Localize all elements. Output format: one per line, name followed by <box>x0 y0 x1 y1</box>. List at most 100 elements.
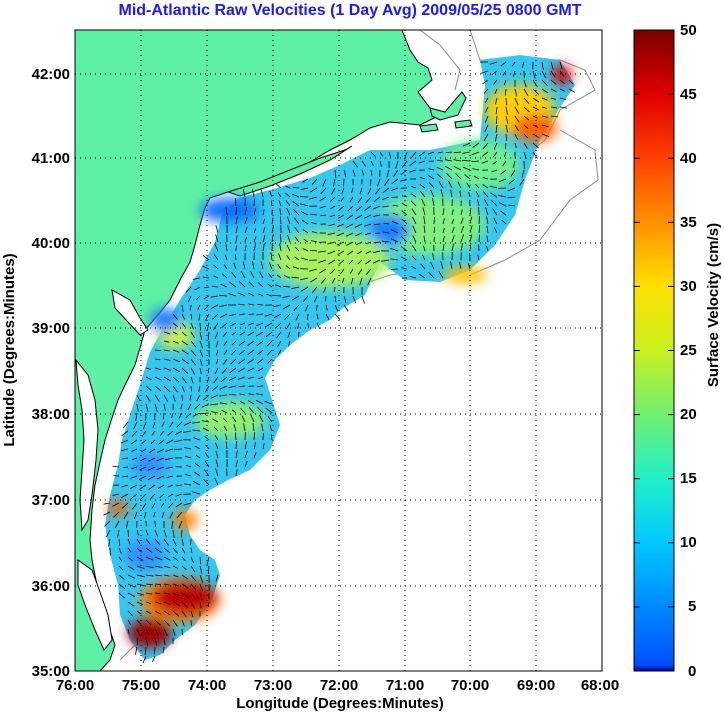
velocity-vector <box>166 439 174 444</box>
velocity-vector <box>278 253 282 261</box>
velocity-vector <box>521 61 525 69</box>
velocity-vector <box>383 222 390 225</box>
velocity-vector <box>252 189 255 198</box>
velocity-vector <box>154 403 158 412</box>
velocity-vector <box>343 295 347 303</box>
velocity-vector <box>400 178 408 182</box>
velocity-vector <box>322 178 327 187</box>
velocity-vector <box>199 583 204 592</box>
velocity-vector <box>282 304 291 310</box>
colorbar-gradient <box>633 29 675 672</box>
velocity-vector <box>334 313 341 320</box>
velocity-vector <box>374 187 381 195</box>
velocity-vector <box>253 218 257 225</box>
velocity-vector <box>133 421 138 430</box>
velocity-vector <box>541 106 548 109</box>
velocity-vector <box>559 79 565 84</box>
velocity-vector <box>190 385 192 392</box>
velocity-vector <box>163 547 171 554</box>
velocity-vector <box>292 186 300 189</box>
velocity-vector <box>258 376 264 380</box>
velocity-vector <box>302 248 309 252</box>
velocity-vector <box>215 340 219 348</box>
velocity-vector <box>152 421 156 429</box>
velocity-vector <box>532 88 539 95</box>
velocity-vector <box>122 466 129 468</box>
velocity-vector <box>302 229 309 234</box>
velocity-vector <box>309 187 318 193</box>
velocity-vector <box>223 264 228 270</box>
velocity-vector <box>247 292 255 297</box>
velocity-vector <box>118 574 125 580</box>
velocity-vector <box>112 502 120 507</box>
velocity-vector <box>253 452 257 459</box>
velocity-vector <box>422 207 426 216</box>
velocity-vector <box>185 474 192 477</box>
velocity-vector <box>154 349 161 351</box>
velocity-vector <box>253 244 256 252</box>
velocity-vector <box>334 169 337 178</box>
velocity-vector <box>206 556 210 565</box>
velocity-vector <box>199 331 203 340</box>
velocity-vector <box>118 538 121 547</box>
velocity-vector <box>199 556 202 565</box>
velocity-vector <box>148 457 156 462</box>
velocity-vector <box>153 511 156 518</box>
velocity-vector <box>257 358 264 364</box>
velocity-vector <box>489 61 498 65</box>
velocity-vector <box>419 177 426 180</box>
velocity-vector <box>319 268 327 274</box>
velocity-vector <box>211 385 219 392</box>
velocity-vector <box>225 207 228 216</box>
velocity-vector <box>401 236 408 243</box>
velocity-vector <box>559 61 563 70</box>
velocity-vector <box>319 196 327 202</box>
velocity-vector <box>354 214 363 220</box>
velocity-vector <box>145 601 152 604</box>
velocity-vector <box>475 183 480 189</box>
velocity-vector <box>370 151 376 157</box>
velocity-vector <box>230 358 237 365</box>
velocity-vector <box>109 547 111 556</box>
velocity-vector <box>440 189 444 198</box>
velocity-vector <box>130 475 138 479</box>
velocity-vector <box>459 190 462 198</box>
velocity-vector <box>187 295 192 303</box>
velocity-vector <box>145 403 149 412</box>
velocity-vector <box>499 202 507 207</box>
velocity-vector <box>550 61 554 70</box>
velocity-vector <box>257 367 264 372</box>
velocity-vector <box>136 547 143 553</box>
velocity-vector <box>219 394 228 397</box>
velocity-vector <box>247 367 255 372</box>
velocity-vector <box>172 529 175 538</box>
velocity-vector <box>316 313 319 320</box>
velocity-vector <box>559 106 568 109</box>
velocity-vector <box>401 226 408 234</box>
velocity-vector <box>541 70 547 79</box>
velocity-vector <box>349 196 354 203</box>
velocity-vector <box>145 376 152 381</box>
velocity-vector <box>163 376 172 382</box>
velocity-vector <box>523 79 527 88</box>
velocity-vector <box>163 349 170 352</box>
velocity-vector <box>510 169 516 177</box>
colorbar-tick-label: 40 <box>680 150 697 167</box>
velocity-vector <box>482 142 489 150</box>
velocity-vector <box>334 304 339 312</box>
velocity-vector <box>382 187 390 194</box>
x-tick-label: 76:00 <box>56 677 94 694</box>
velocity-vector <box>172 367 181 373</box>
velocity-vector <box>235 450 238 459</box>
velocity-vector <box>348 259 354 265</box>
velocity-vector <box>453 151 462 154</box>
velocity-vector <box>103 502 111 505</box>
velocity-vector <box>152 655 156 663</box>
velocity-vector <box>250 414 255 423</box>
velocity-vector <box>267 283 273 288</box>
velocity-vector <box>192 491 201 495</box>
velocity-vector <box>304 304 309 312</box>
velocity-vector <box>428 271 435 279</box>
velocity-vector <box>172 331 178 335</box>
velocity-vector <box>356 241 363 246</box>
